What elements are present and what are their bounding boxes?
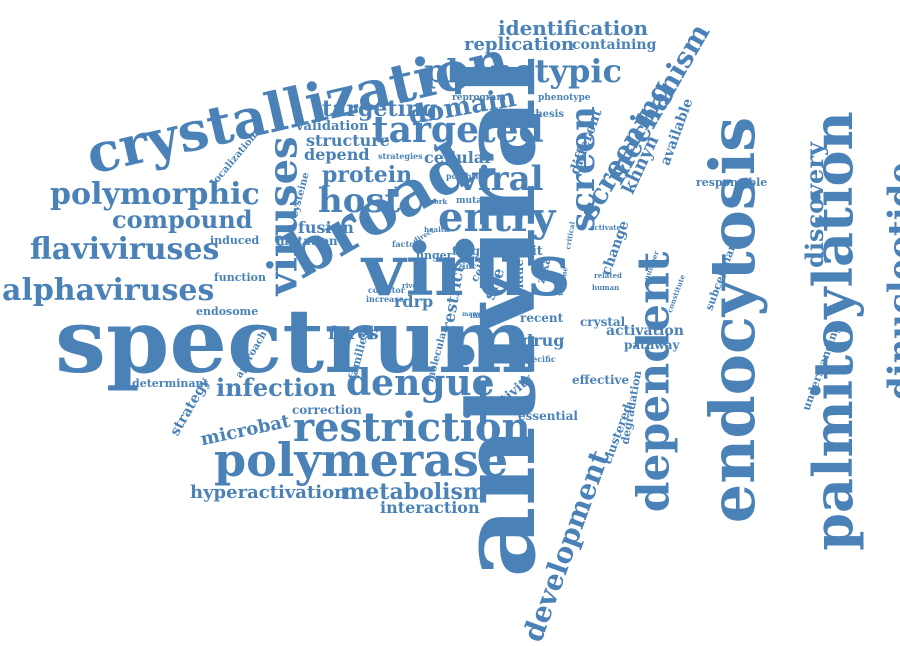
word-identification: identification — [498, 16, 649, 40]
word-rdrp: rdrp — [394, 292, 434, 311]
word-river: river — [402, 281, 421, 290]
word-phenotypic: phenotypic — [424, 52, 622, 90]
word-responsible: responsible — [696, 176, 768, 189]
word-protein: protein — [322, 162, 413, 188]
word-induced: induced — [210, 234, 260, 247]
word-drug: drug — [522, 331, 565, 350]
word-hyperactivation: hyperactivation — [190, 482, 348, 503]
word-inhibit: inhibit — [494, 244, 543, 259]
word-many: many — [462, 311, 481, 318]
word-discovery: discovery — [799, 142, 829, 268]
word-health: health — [424, 225, 450, 234]
word-cofactor: cofactor — [368, 285, 405, 295]
word-containing: containing — [572, 37, 657, 53]
word-ifitm: ifitm — [470, 311, 489, 320]
word-increase: increase — [366, 294, 404, 304]
word-infection: infection — [216, 373, 337, 402]
word-viral: viral — [458, 159, 544, 199]
word-phenotype: phenotype — [538, 93, 591, 103]
word-specific: specific — [522, 354, 556, 364]
word-reprogram: reprogram — [452, 93, 506, 103]
word-structure: structure — [306, 131, 390, 150]
word-residue: residue — [512, 258, 527, 310]
word-determinant: determinant — [132, 377, 209, 390]
word-polymerase: polymerase — [214, 433, 509, 487]
word-cellular: cellular — [424, 148, 493, 167]
word-metabolism: metabolism — [342, 479, 487, 505]
word-work: work — [428, 197, 448, 206]
word-fusion: fusion — [298, 218, 354, 237]
word-recent: recent — [520, 311, 564, 325]
word-potential: potential — [446, 171, 487, 181]
word-depend: depend — [304, 145, 370, 164]
word-strategies: strategies — [378, 151, 423, 161]
word-factor: factor — [392, 239, 419, 249]
word-pathway: pathway — [624, 338, 680, 352]
word-mutant: mutant — [456, 196, 493, 206]
word-spectrum: spectrum — [55, 289, 534, 393]
word-target: target — [452, 244, 494, 258]
word-activation: activation — [606, 323, 684, 339]
word-polymorphic: polymorphic — [50, 177, 260, 212]
word-activate: activate — [590, 223, 621, 232]
word-human: human — [592, 283, 620, 292]
word-alphaviruses: alphaviruses — [2, 273, 215, 308]
word-dinucleotide: dinucleotide — [881, 161, 900, 401]
word-host: host — [318, 181, 401, 221]
word-mutation: mutation — [276, 234, 338, 248]
word-effective: effective — [572, 373, 630, 387]
word-dengue: dengue — [346, 362, 495, 404]
word-targeting: targeting — [322, 96, 438, 122]
word-compound: compound — [112, 205, 253, 234]
word-entry: entry — [438, 194, 556, 241]
word-targeted: targeted — [372, 109, 544, 151]
word-essential: essential — [518, 409, 578, 423]
word-endosome: endosome — [196, 305, 259, 318]
word-crystal: crystal — [580, 315, 626, 329]
word-flaviviruses: flaviviruses — [30, 232, 220, 267]
word-virus: virus — [361, 227, 571, 312]
word-restriction: restriction — [293, 404, 531, 451]
word-replication: replication — [464, 34, 575, 55]
word-zinc: zinc — [458, 261, 477, 271]
word-finger: finger — [416, 249, 453, 262]
word-function: function — [214, 271, 267, 284]
word-validation: validation — [296, 119, 369, 134]
word-interaction: interaction — [380, 498, 480, 517]
word-related: related — [594, 271, 622, 280]
word-synthesis: synthesis — [512, 109, 565, 120]
word-forest: forest — [328, 323, 388, 344]
word-correction: correction — [292, 403, 362, 417]
